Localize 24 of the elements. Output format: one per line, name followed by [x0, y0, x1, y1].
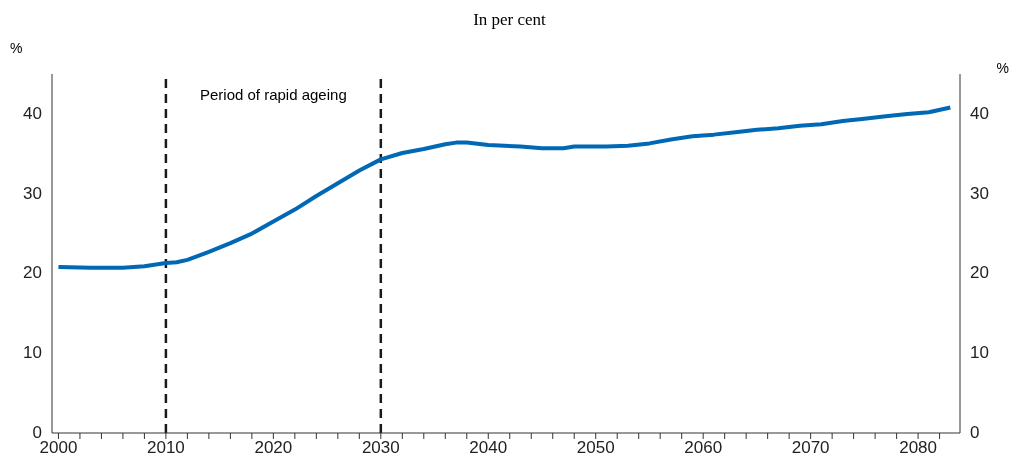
y2-tick-label: 20	[970, 262, 989, 285]
line-series	[56, 105, 953, 270]
y2-tick-label: 10	[970, 342, 989, 365]
y-tick-label: 10	[22, 342, 42, 365]
x-tick-label: 2080	[899, 438, 938, 458]
x-tick-label: 2060	[684, 438, 723, 458]
x-tick-label: 2000	[39, 438, 78, 458]
x-tick-label: 2070	[791, 438, 830, 458]
x-tick-label: 2010	[146, 438, 185, 458]
y-tick-label: 40	[22, 102, 42, 125]
x-tick-label: 2050	[576, 438, 615, 458]
y-axis-title: %	[10, 40, 23, 56]
x-tick-label: 2020	[254, 438, 293, 458]
y-tick-label: 30	[22, 182, 42, 205]
chart-subtitle: In per cent	[472, 10, 547, 30]
annotation: Period of rapid ageing	[198, 86, 348, 103]
y2-tick-label: 0	[970, 422, 980, 444]
x-tick-label: 2030	[361, 438, 400, 458]
y-tick-label: 20	[22, 262, 42, 285]
x-tick-label: 2040	[469, 438, 508, 458]
y2-axis-title: %	[996, 60, 1009, 76]
y2-tick-label: 30	[970, 182, 989, 205]
y-tick-label: 0	[31, 422, 42, 442]
y2-tick-label: 40	[970, 102, 989, 125]
